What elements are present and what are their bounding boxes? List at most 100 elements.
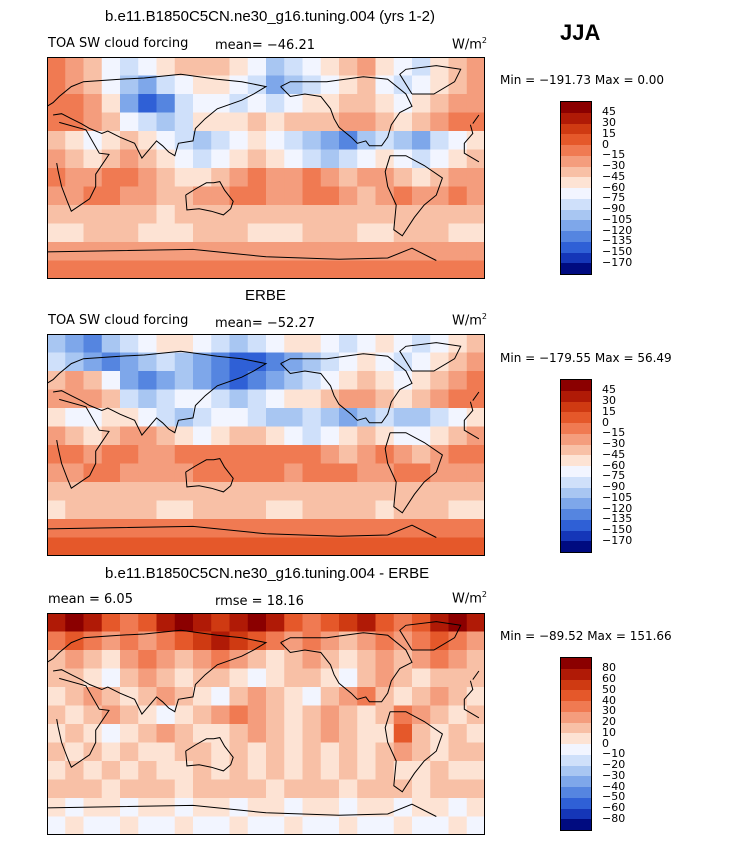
- heatmap-cell: [120, 631, 139, 651]
- heatmap-cell: [466, 389, 485, 409]
- heatmap-cell: [430, 186, 450, 206]
- heatmap-cell: [247, 408, 267, 428]
- heatmap-cell: [393, 761, 413, 781]
- heatmap-cell: [320, 742, 340, 762]
- heatmap-cell: [174, 500, 194, 520]
- heatmap-cell: [193, 537, 212, 556]
- heatmap-cell: [339, 223, 358, 243]
- heatmap-cell: [466, 631, 485, 651]
- heatmap-cell: [174, 168, 194, 188]
- colorbar-swatch: [561, 701, 591, 712]
- heatmap-cell: [412, 371, 431, 391]
- heatmap-cell: [101, 426, 121, 446]
- heatmap-cell: [320, 94, 340, 114]
- heatmap-cell: [229, 205, 249, 225]
- heatmap-cell: [266, 761, 285, 781]
- heatmap-cell: [375, 816, 395, 835]
- heatmap-cell: [466, 352, 485, 372]
- panel-2-colorbar: [560, 379, 592, 553]
- heatmap-cell: [284, 408, 304, 428]
- colorbar-tick-label: −120: [602, 501, 633, 515]
- heatmap-cell: [247, 131, 267, 151]
- heatmap-cell: [229, 761, 249, 781]
- colorbar-tick-label: −135: [602, 512, 633, 526]
- heatmap-cell: [375, 705, 395, 725]
- heatmap-cell: [156, 705, 176, 725]
- heatmap-cell: [302, 650, 322, 670]
- colorbar-swatch: [561, 166, 591, 178]
- heatmap-cell: [266, 500, 285, 520]
- heatmap-cell: [247, 537, 267, 556]
- colorbar-swatch: [561, 733, 591, 744]
- heatmap-cell: [357, 650, 377, 670]
- heatmap-cell: [448, 408, 468, 428]
- heatmap-cell: [393, 408, 413, 428]
- heatmap-cell: [174, 724, 194, 744]
- heatmap-cell: [339, 613, 358, 633]
- heatmap-cell: [211, 426, 231, 446]
- heatmap-cell: [320, 223, 340, 243]
- heatmap-cell: [357, 631, 377, 651]
- heatmap-cell: [357, 705, 377, 725]
- heatmap-cell: [320, 724, 340, 744]
- heatmap-cell: [302, 445, 322, 465]
- heatmap-cell: [284, 445, 304, 465]
- heatmap-cell: [247, 371, 267, 391]
- heatmap-cell: [138, 205, 158, 225]
- heatmap-cell: [320, 371, 340, 391]
- heatmap-cell: [247, 186, 267, 206]
- heatmap-cell: [466, 816, 485, 835]
- heatmap-cell: [466, 705, 485, 725]
- heatmap-cell: [65, 724, 85, 744]
- heatmap-cell: [193, 482, 212, 502]
- heatmap-cell: [229, 482, 249, 502]
- heatmap-cell: [448, 205, 468, 225]
- heatmap-cell: [174, 223, 194, 243]
- heatmap-cell: [357, 613, 377, 633]
- heatmap-cell: [138, 742, 158, 762]
- heatmap-cell: [247, 650, 267, 670]
- heatmap-cell: [101, 761, 121, 781]
- colorbar-tick-label: −80: [602, 811, 626, 825]
- panel-3-units-sup: 2: [481, 590, 487, 599]
- heatmap-cell: [284, 537, 304, 556]
- heatmap-cell: [339, 668, 358, 688]
- heatmap-cell: [156, 742, 176, 762]
- heatmap-cell: [174, 149, 194, 169]
- heatmap-cell: [302, 463, 322, 483]
- panel-3-map: [47, 613, 485, 835]
- heatmap-cell: [211, 650, 231, 670]
- heatmap-cell: [412, 94, 431, 114]
- heatmap-cell: [412, 205, 431, 225]
- heatmap-cell: [211, 408, 231, 428]
- heatmap-cell: [466, 742, 485, 762]
- heatmap-cell: [247, 260, 267, 279]
- heatmap-cell: [266, 537, 285, 556]
- heatmap-cell: [430, 75, 450, 95]
- heatmap-cell: [156, 519, 176, 539]
- heatmap-cell: [393, 260, 413, 279]
- heatmap-cell: [229, 131, 249, 151]
- colorbar-tick-label: 0: [602, 137, 609, 151]
- heatmap-cell: [193, 168, 212, 188]
- heatmap-cell: [101, 668, 121, 688]
- heatmap-cell: [65, 426, 85, 446]
- colorbar-swatch: [561, 455, 591, 466]
- heatmap-cell: [339, 168, 358, 188]
- heatmap-cell: [412, 131, 431, 151]
- heatmap-cell: [320, 668, 340, 688]
- heatmap-cell: [466, 260, 485, 279]
- heatmap-cell: [138, 112, 158, 132]
- colorbar-swatch: [561, 231, 591, 242]
- heatmap-cell: [120, 798, 139, 818]
- heatmap-cell: [120, 705, 139, 725]
- heatmap-cell: [357, 149, 377, 169]
- heatmap-cell: [65, 131, 85, 151]
- heatmap-cell: [266, 724, 285, 744]
- heatmap-cell: [83, 687, 103, 707]
- heatmap-cell: [211, 112, 231, 132]
- heatmap-cell: [466, 519, 485, 539]
- heatmap-cell: [120, 57, 139, 77]
- heatmap-cell: [302, 112, 322, 132]
- colorbar-swatch: [561, 241, 591, 253]
